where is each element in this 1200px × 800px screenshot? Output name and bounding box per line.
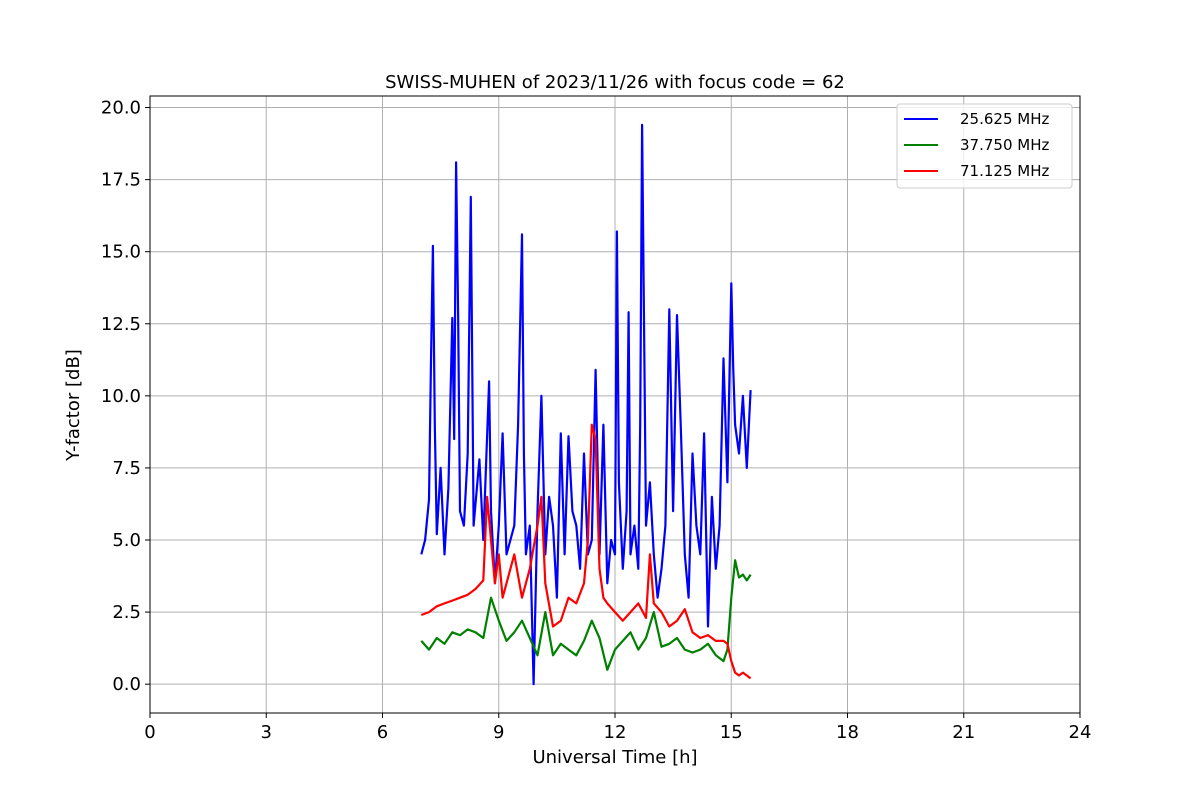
y-tick-label: 20.0 [101, 98, 141, 119]
legend-entries: 25.625 MHz 37.750 MHz 71.125 MHz [904, 110, 1049, 180]
x-tick-label: 24 [1069, 722, 1092, 743]
y-tick-label: 17.5 [101, 170, 141, 191]
y-tick-label: 5.0 [112, 530, 141, 551]
x-tick-label: 18 [836, 722, 859, 743]
chart-title: SWISS-MUHEN of 2023/11/26 with focus cod… [385, 72, 845, 93]
series-line-1 [420, 123, 752, 686]
x-tick-label: 12 [604, 722, 627, 743]
x-tick-label: 6 [377, 722, 388, 743]
legend-label: 71.125 MHz [960, 162, 1049, 180]
y-tick-label: 12.5 [101, 314, 141, 335]
x-tick-label: 9 [493, 722, 504, 743]
ticks: 0 3 6 9 12 15 18 21 24 0.0 2.5 5.0 7.5 10.0 12.5 15.0 17… [101, 98, 1092, 743]
x-tick-label: 21 [952, 722, 975, 743]
y-tick-label: 7.5 [112, 458, 141, 479]
legend-label: 37.750 MHz [960, 136, 1049, 154]
x-axis-label: Universal Time [h] [532, 747, 697, 768]
y-tick-label: 15.0 [101, 242, 141, 263]
legend-label: 25.625 MHz [960, 110, 1049, 128]
x-tick-label: 15 [720, 722, 743, 743]
series-layer [420, 123, 752, 686]
series-line-2 [420, 559, 752, 671]
legend-box [896, 103, 1073, 189]
series-line-3 [420, 423, 752, 680]
x-tick-label: 0 [144, 722, 155, 743]
legend: 25.625 MHz 37.750 MHz 71.125 MHz [896, 103, 1073, 189]
y-tick-label: 2.5 [112, 602, 141, 623]
x-tick-label: 3 [261, 722, 272, 743]
y-tick-label: 0.0 [112, 674, 141, 695]
y-axis-label: Y-factor [dB] [63, 349, 84, 462]
y-tick-label: 10.0 [101, 386, 141, 407]
